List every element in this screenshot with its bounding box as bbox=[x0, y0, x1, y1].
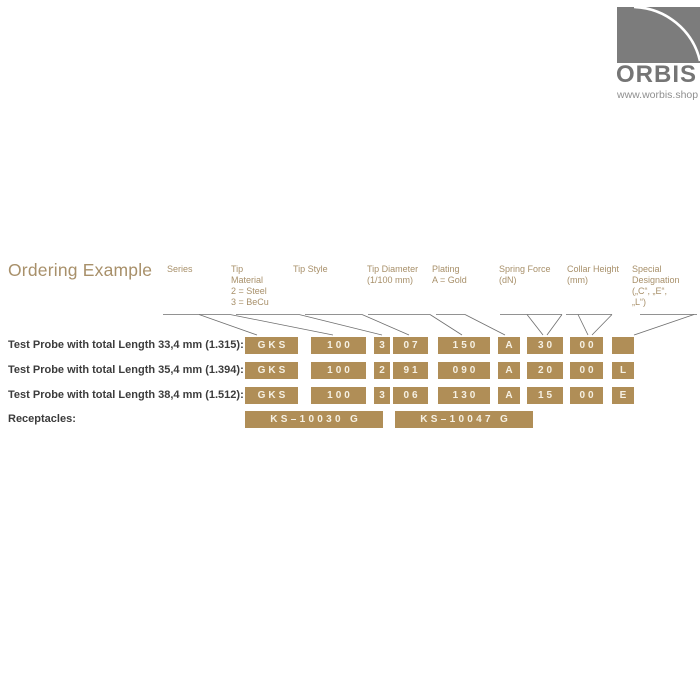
code-box-row3-col8: 00 bbox=[570, 387, 603, 404]
column-header-line: Tip Style bbox=[293, 264, 328, 274]
code-box-row3-col2: 100 bbox=[311, 387, 366, 404]
column-header-collar-height: Collar Height (mm) bbox=[567, 264, 619, 286]
code-box-row3-col5: 130 bbox=[438, 387, 490, 404]
code-box-row3-col1: GKS bbox=[245, 387, 298, 404]
orbis-logo-url: www.worbis.shop bbox=[617, 89, 699, 101]
column-header-tip-diameter: Tip Diameter (1/100 mm) bbox=[367, 264, 418, 286]
column-header-tip-material: Tip Material 2 = Steel 3 = BeCu bbox=[231, 264, 269, 308]
column-header-tip-style: Tip Style bbox=[293, 264, 328, 275]
code-box-row1-col8: 00 bbox=[570, 337, 603, 354]
column-header-special-designation: Special Designation („C“, „E“, „L“) bbox=[632, 264, 680, 308]
code-box-row3-col3: 3 bbox=[374, 387, 390, 404]
receptacle-code-box-2: KS–10047 G bbox=[395, 411, 533, 428]
code-box-row1-col3: 3 bbox=[374, 337, 390, 354]
code-box-row1-col7: 30 bbox=[527, 337, 563, 354]
code-box-row1-col2: 100 bbox=[311, 337, 366, 354]
column-header-spring-force: Spring Force (dN) bbox=[499, 264, 551, 286]
code-box-row2-col4: 91 bbox=[393, 362, 428, 379]
row-label-probe-3: Test Probe with total Length 38,4 mm (1.… bbox=[8, 389, 244, 401]
column-header-line: 2 = Steel bbox=[231, 286, 267, 296]
code-box-row2-col8: 00 bbox=[570, 362, 603, 379]
code-box-row1-col1: GKS bbox=[245, 337, 298, 354]
column-header-line: A = Gold bbox=[432, 275, 467, 285]
row-label-probe-1: Test Probe with total Length 33,4 mm (1.… bbox=[8, 339, 244, 351]
row-label-probe-2: Test Probe with total Length 35,4 mm (1.… bbox=[8, 364, 244, 376]
code-box-row2-col6: A bbox=[498, 362, 520, 379]
column-header-line: (dN) bbox=[499, 275, 517, 285]
column-header-line: (mm) bbox=[567, 275, 588, 285]
column-header-line: („C“, „E“, bbox=[632, 286, 667, 296]
code-box-row2-col7: 20 bbox=[527, 362, 563, 379]
code-box-row3-col6: A bbox=[498, 387, 520, 404]
page-title: Ordering Example bbox=[8, 260, 153, 280]
column-header-line: Designation bbox=[632, 275, 680, 285]
code-box-row2-col5: 090 bbox=[438, 362, 490, 379]
orbis-logo-mark bbox=[617, 7, 700, 63]
code-box-row1-col5: 150 bbox=[438, 337, 490, 354]
orbit-arc-icon bbox=[633, 7, 700, 62]
column-header-line: Special bbox=[632, 264, 662, 274]
column-header-series: Series bbox=[167, 264, 193, 275]
column-header-plating: Plating A = Gold bbox=[432, 264, 467, 286]
orbis-logo-text: ORBIS bbox=[616, 61, 698, 88]
code-box-row1-col9 bbox=[612, 337, 634, 354]
column-header-line: Tip Diameter bbox=[367, 264, 419, 274]
code-box-row1-col6: A bbox=[498, 337, 520, 354]
code-box-row2-col3: 2 bbox=[374, 362, 390, 379]
column-header-line: 3 = BeCu bbox=[231, 297, 269, 307]
column-header-line: Material bbox=[231, 275, 264, 285]
code-box-row2-col9: L bbox=[612, 362, 634, 379]
column-header-line: „L“) bbox=[632, 297, 646, 307]
code-box-row3-col9: E bbox=[612, 387, 634, 404]
code-box-row2-col1: GKS bbox=[245, 362, 298, 379]
receptacle-code-box-1: KS–10030 G bbox=[245, 411, 383, 428]
column-header-line: Plating bbox=[432, 264, 460, 274]
column-header-line: (1/100 mm) bbox=[367, 275, 414, 285]
column-header-line: Tip bbox=[231, 264, 244, 274]
code-box-row1-col4: 07 bbox=[393, 337, 428, 354]
column-header-line: Series bbox=[167, 264, 193, 274]
code-box-row3-col4: 06 bbox=[393, 387, 428, 404]
column-header-line: Spring Force bbox=[499, 264, 551, 274]
code-box-row3-col7: 15 bbox=[527, 387, 563, 404]
row-label-receptacles: Receptacles: bbox=[8, 413, 76, 425]
column-header-line: Collar Height bbox=[567, 264, 620, 274]
code-box-row2-col2: 100 bbox=[311, 362, 366, 379]
